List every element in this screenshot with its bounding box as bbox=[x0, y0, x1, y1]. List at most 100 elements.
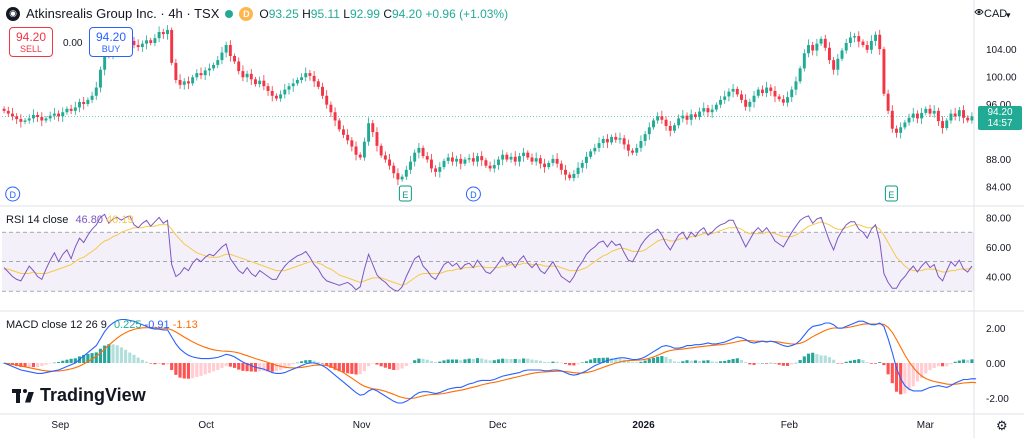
macd-histogram-bar bbox=[823, 355, 827, 363]
candle-body bbox=[924, 108, 928, 113]
macd-histogram-bar bbox=[966, 359, 970, 363]
macd-histogram-bar bbox=[90, 353, 94, 363]
candle-body bbox=[237, 61, 241, 72]
macd-histogram-bar bbox=[522, 358, 526, 363]
macd-histogram-bar bbox=[413, 360, 417, 363]
ohlc-readout: O93.25 H95.11 L92.99 C94.20 +0.96 (+1.03… bbox=[259, 7, 508, 21]
candle-body bbox=[44, 118, 48, 121]
macd-histogram-bar bbox=[40, 363, 44, 367]
macd-axis-label: 0.00 bbox=[986, 359, 1006, 370]
macd-histogram-bar bbox=[31, 363, 35, 368]
candle-body bbox=[652, 120, 655, 128]
buy-button[interactable]: 94.20 BUY bbox=[89, 27, 133, 57]
sell-button[interactable]: 94.20 SELL bbox=[9, 27, 53, 57]
macd-histogram-bar bbox=[748, 363, 752, 365]
symbol-logo-icon[interactable]: ◉ bbox=[6, 6, 20, 21]
macd-histogram-bar bbox=[677, 361, 681, 363]
last-price-value: 94.20 bbox=[987, 107, 1013, 118]
close-key: C bbox=[383, 6, 392, 21]
macd-histogram-bar bbox=[718, 361, 723, 363]
candle-body bbox=[517, 156, 521, 162]
macd-histogram-bar bbox=[668, 358, 672, 363]
candle-body bbox=[957, 110, 961, 117]
macd-histogram-bar bbox=[287, 363, 291, 367]
candle-body bbox=[195, 73, 199, 78]
macd-histogram-bar bbox=[794, 362, 798, 364]
price-axis-label: 88.00 bbox=[986, 155, 1011, 166]
macd-histogram-bar bbox=[798, 360, 802, 363]
macd-histogram-bar bbox=[517, 359, 521, 363]
macd-histogram-bar bbox=[329, 363, 333, 368]
time-axis-label: Dec bbox=[489, 420, 507, 431]
macd-histogram-bar bbox=[710, 361, 714, 363]
candle-body bbox=[765, 87, 769, 94]
candle-body bbox=[853, 36, 857, 38]
candle-body bbox=[157, 32, 161, 39]
candle-body bbox=[274, 95, 278, 99]
candle-body bbox=[756, 89, 760, 96]
macd-histogram-bar bbox=[656, 356, 660, 363]
candle-body bbox=[899, 127, 903, 133]
candle-body bbox=[23, 120, 27, 122]
rsi-legend[interactable]: RSI 14 close 46.80 46.19 bbox=[6, 214, 134, 226]
candle-body bbox=[568, 174, 572, 179]
currency-selector[interactable]: CAD bbox=[984, 8, 1008, 20]
candle-body bbox=[605, 138, 609, 143]
macd-histogram-bar bbox=[530, 359, 534, 363]
symbol-title[interactable]: Atkinsrealis Group Inc. · 4h · TSX bbox=[26, 6, 220, 21]
candle-body bbox=[865, 45, 869, 50]
macd-histogram-bar bbox=[844, 361, 848, 363]
candle-body bbox=[840, 50, 844, 59]
macd-line bbox=[3, 318, 977, 404]
macd-histogram-bar bbox=[626, 361, 630, 363]
macd-histogram-bar bbox=[383, 363, 387, 368]
candle-body bbox=[400, 176, 404, 180]
candle-body bbox=[484, 160, 488, 166]
candle-body bbox=[467, 158, 471, 160]
candle-body bbox=[2, 108, 6, 111]
macd-histogram-bar bbox=[714, 361, 718, 363]
candle-body bbox=[329, 104, 333, 113]
macd-histogram-bar bbox=[232, 363, 237, 368]
macd-histogram-bar bbox=[249, 363, 253, 372]
macd-histogram-bar bbox=[618, 358, 622, 363]
macd-histogram-bar bbox=[73, 358, 77, 363]
settings-gear-icon[interactable]: ⚙ bbox=[996, 418, 1008, 433]
candle-body bbox=[760, 89, 764, 94]
macd-histogram-bar bbox=[848, 360, 852, 363]
candle-body bbox=[706, 108, 710, 113]
macd-legend[interactable]: MACD close 12 26 9 0.225 -0.91 -1.13 bbox=[6, 319, 198, 331]
macd-histogram-bar bbox=[165, 363, 170, 365]
candle-body bbox=[371, 123, 375, 133]
candle-body bbox=[149, 40, 153, 43]
candle-body bbox=[103, 52, 107, 70]
macd-histogram-bar bbox=[115, 345, 119, 363]
data-badge[interactable]: D bbox=[239, 6, 254, 21]
tradingview-logo[interactable]: TradingView bbox=[12, 385, 146, 406]
candle-body bbox=[966, 117, 970, 121]
candle-body bbox=[740, 94, 743, 100]
macd-histogram-bar bbox=[140, 359, 144, 363]
candle-body bbox=[186, 81, 190, 84]
chevron-down-icon[interactable]: ▾ bbox=[1006, 10, 1011, 20]
candle-body bbox=[790, 89, 794, 98]
eye-icon[interactable] bbox=[974, 7, 984, 17]
price-axis-label: 84.00 bbox=[986, 182, 1011, 193]
candle-body bbox=[635, 147, 639, 153]
macd-histogram-bar bbox=[911, 363, 915, 387]
macd-histogram-bar bbox=[111, 344, 115, 363]
macd-histogram-bar bbox=[727, 359, 731, 363]
candle-body bbox=[639, 141, 643, 148]
macd-histogram-bar bbox=[195, 363, 199, 377]
bar-countdown: 14:57 bbox=[987, 118, 1013, 129]
macd-histogram-bar bbox=[371, 363, 375, 364]
candle-body bbox=[19, 119, 23, 122]
candle-body bbox=[270, 90, 274, 96]
macd-histogram-bar bbox=[961, 359, 966, 363]
macd-histogram-bar bbox=[572, 363, 576, 366]
candle-body bbox=[178, 80, 182, 85]
candle-body bbox=[534, 158, 538, 162]
macd-histogram-bar bbox=[660, 356, 664, 363]
macd-histogram-bar bbox=[346, 363, 350, 374]
